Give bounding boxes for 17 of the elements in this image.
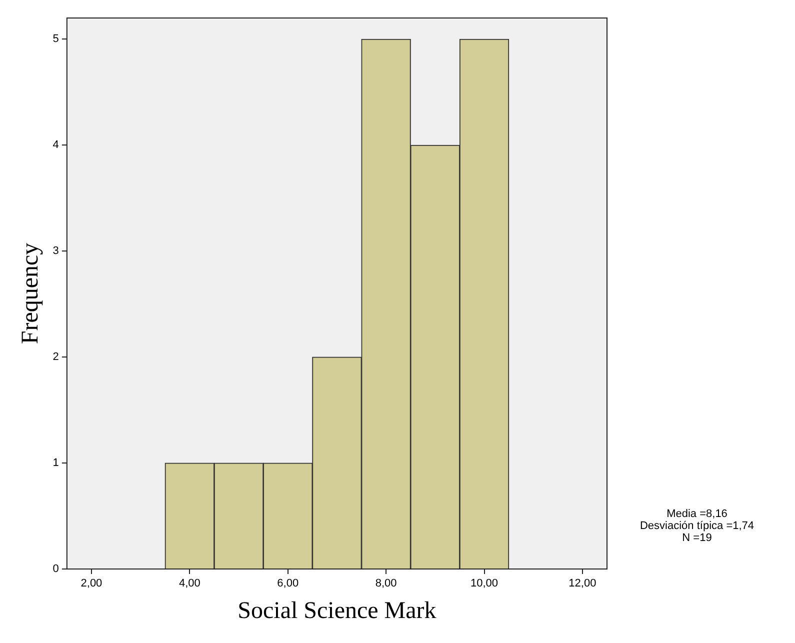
x-tick-label: 10,00 [470, 578, 498, 590]
text: Media =8,16 [666, 508, 728, 520]
y-axis-title: Frequency [18, 242, 44, 344]
x-tick-label: 6,00 [277, 578, 299, 590]
y-tick-label: 2 [52, 351, 59, 364]
x-tick-label: 12,00 [568, 578, 596, 590]
y-tick-label: 4 [52, 139, 59, 152]
x-tick-label: 2,00 [80, 578, 102, 590]
x-tick-label: 8,00 [375, 578, 397, 590]
y-tick-label: 0 [52, 563, 59, 576]
y-tick-label: 5 [52, 33, 59, 46]
x-tick-label: 4,00 [178, 578, 200, 590]
y-tick-label: 1 [52, 457, 59, 470]
y-tick-label: 3 [52, 245, 59, 258]
x-axis-title: Social Science Mark [238, 598, 436, 624]
text: Desviación típica =1,74 [640, 520, 754, 532]
text: N =19 [682, 532, 712, 544]
